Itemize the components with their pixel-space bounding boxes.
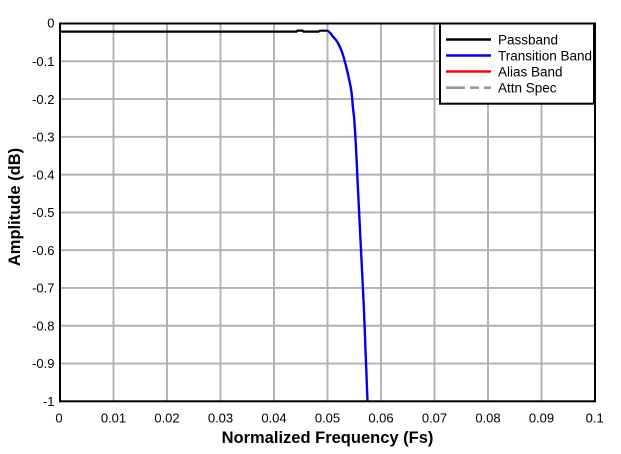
svg-text:-0.2: -0.2: [32, 92, 54, 107]
svg-text:0: 0: [47, 16, 54, 31]
svg-text:Passband: Passband: [498, 33, 558, 48]
svg-text:0.07: 0.07: [422, 411, 447, 426]
svg-text:-0.5: -0.5: [32, 205, 54, 220]
svg-text:Amplitude (dB): Amplitude (dB): [6, 148, 24, 266]
svg-text:-0.9: -0.9: [32, 356, 54, 371]
svg-text:0.02: 0.02: [154, 411, 179, 426]
svg-text:-1: -1: [43, 394, 55, 409]
svg-text:Alias Band: Alias Band: [498, 65, 563, 80]
svg-text:-0.1: -0.1: [32, 54, 54, 69]
svg-text:Normalized Frequency (Fs): Normalized Frequency (Fs): [222, 429, 434, 447]
svg-text:-0.6: -0.6: [32, 243, 54, 258]
svg-text:0.01: 0.01: [101, 411, 126, 426]
svg-text:0: 0: [55, 411, 62, 426]
svg-text:-0.8: -0.8: [32, 318, 54, 333]
svg-text:-0.4: -0.4: [32, 167, 54, 182]
svg-text:Attn Spec: Attn Spec: [498, 81, 557, 96]
svg-text:-0.3: -0.3: [32, 130, 54, 145]
svg-text:Transition Band: Transition Band: [498, 49, 592, 64]
svg-text:-0.7: -0.7: [32, 281, 54, 296]
svg-text:0.1: 0.1: [586, 411, 604, 426]
svg-text:0.04: 0.04: [261, 411, 286, 426]
svg-text:0.08: 0.08: [475, 411, 500, 426]
svg-text:0.05: 0.05: [315, 411, 340, 426]
svg-text:0.06: 0.06: [368, 411, 393, 426]
svg-text:0.09: 0.09: [529, 411, 554, 426]
svg-text:0.03: 0.03: [208, 411, 233, 426]
